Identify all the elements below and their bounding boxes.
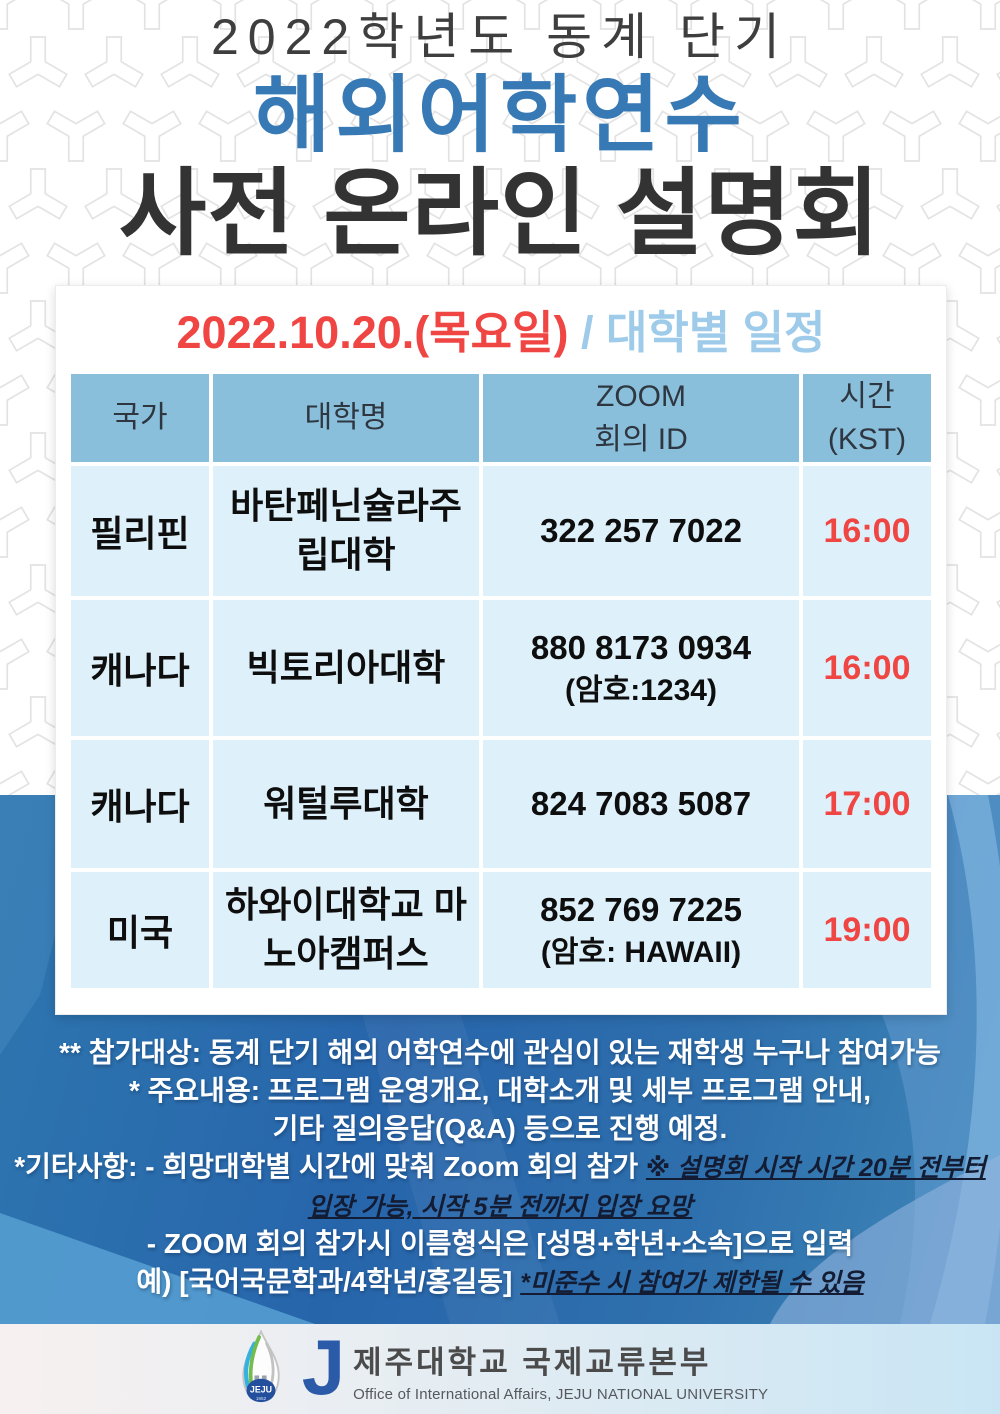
note-segment: ※ 설명회 시작 시간 20분 전부터 (645, 1154, 986, 1183)
cell-country: 캐나다 (71, 600, 209, 736)
cell-time: 16:00 (803, 600, 931, 736)
cell-time: 19:00 (803, 872, 931, 988)
cell-university: 워털루대학 (213, 740, 479, 868)
note-line: 예) [국어국문학과/4학년/홍길동] *미준수 시 참여가 제한될 수 있음 (0, 1265, 1000, 1299)
footer-band (0, 1324, 1000, 1414)
org-name-english: Office of International Affairs, JEJU NA… (353, 1386, 769, 1403)
cell-zoom-id: 322 257 7022 (483, 466, 799, 596)
cell-time: 16:00 (803, 466, 931, 596)
svg-text:1952: 1952 (256, 1395, 267, 1400)
header-subtitle: 2022학년도 동계 단기 (210, 9, 789, 65)
column-header: ZOOM 회의 ID (483, 374, 799, 462)
column-header: 국가 (71, 374, 209, 462)
note-segment: * 주요내용: 프로그램 운영개요, 대학소개 및 세부 프로그램 안내, (128, 1075, 872, 1107)
note-line: 입장 가능, 시작 5분 전까지 입장 요망 (0, 1189, 1000, 1223)
poster-header: 2022학년도 동계 단기 해외어학연수 사전 온라인 설명회 (0, 10, 1000, 262)
note-segment: 기타 질의응답(Q&A) 등으로 진행 예정. (272, 1113, 728, 1145)
background-facet (770, 1155, 1000, 1324)
org-name-korean: 제주대학교 국제교류본부 (353, 1345, 712, 1380)
note-line: 기타 질의응답(Q&A) 등으로 진행 예정. (0, 1112, 1000, 1146)
svg-text:JEJU: JEJU (250, 1384, 272, 1394)
cell-zoom-id: 824 7083 5087 (483, 740, 799, 868)
note-segment: *미준수 시 참여가 제한될 수 있음 (520, 1268, 864, 1297)
cell-zoom-id: 880 8173 0934 (암호:1234) (483, 600, 799, 736)
schedule-label: 대학별 일정 (605, 307, 826, 358)
org-text-block: 제주대학교 국제교류본부 Office of International Aff… (353, 1337, 768, 1403)
footer: JEJU 1952 J 제주대학교 국제교류본부 Office of Inter… (0, 1322, 1000, 1411)
note-segment: 입장 가능, 시작 5분 전까지 입장 요망 (307, 1192, 693, 1221)
date-separator: / (568, 307, 606, 358)
schedule-date: 2022.10.20.(목요일) (176, 307, 569, 358)
cell-university: 빅토리아대학 (213, 600, 479, 736)
column-header: 시간 (KST) (803, 374, 931, 462)
note-line: ** 참가대상: 동계 단기 해외 어학연수에 관심이 있는 재학생 누구나 참… (0, 1036, 1000, 1070)
cell-time: 17:00 (803, 740, 931, 868)
note-line: *기타사항: - 희망대학별 시간에 맞춰 Zoom 회의 참가 ※ 설명회 시… (0, 1150, 1000, 1184)
schedule-date-heading: 2022.10.20.(목요일) / 대학별 일정 (56, 306, 946, 360)
note-line: - ZOOM 회의 참가시 이름형식은 [성명+학년+소속]으로 입력 (0, 1227, 1000, 1261)
cell-country: 미국 (71, 872, 209, 988)
cell-university: 바탄페닌슐라주립대학 (213, 466, 479, 596)
note-segment: *기타사항: - 희망대학별 시간에 맞춰 Zoom 회의 참가 (14, 1151, 646, 1183)
background-facet (0, 1213, 315, 1324)
schedule-table: 국가 대학명 ZOOM 회의 ID 시간 (KST) 필리핀 바탄페닌슐라주립대학 322 25… (71, 374, 931, 988)
note-segment: ** 참가대상: 동계 단기 해외 어학연수에 관심이 있는 재학생 누구나 참… (59, 1037, 941, 1068)
note-line: * 주요내용: 프로그램 운영개요, 대학소개 및 세부 프로그램 안내, (0, 1074, 1000, 1108)
poster-title-secondary: 사전 온라인 설명회 (119, 161, 881, 267)
cell-zoom-id: 852 769 7225 (암호: HAWAII) (483, 872, 799, 988)
cell-country: 필리핀 (71, 466, 209, 596)
logo-j-letter: J (301, 1322, 346, 1411)
poster-title-primary: 해외어학연수 (253, 68, 747, 162)
column-header: 대학명 (213, 374, 479, 462)
cell-country: 캐나다 (71, 740, 209, 868)
notes-section: ** 참가대상: 동계 단기 해외 어학연수에 관심이 있는 재학생 누구나 참… (0, 1032, 1000, 1303)
note-segment: - ZOOM 회의 참가시 이름형식은 [성명+학년+소속]으로 입력 (146, 1227, 854, 1259)
schedule-card: 2022.10.20.(목요일) / 대학별 일정 국가 대학명 ZOOM 회의 ID… (55, 285, 947, 1015)
jeju-emblem-icon: JEJU 1952 (232, 1327, 290, 1414)
note-segment: 예) [국어국문학과/4학년/홍길동] (136, 1265, 521, 1297)
cell-university: 하와이대학교 마노아캠퍼스 (213, 872, 479, 988)
